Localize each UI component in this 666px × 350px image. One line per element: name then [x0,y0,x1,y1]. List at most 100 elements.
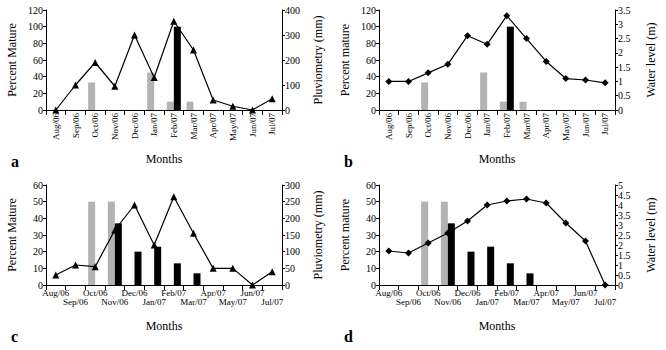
svg-text:May/07: May/07 [552,297,580,307]
svg-text:3.5: 3.5 [618,210,631,221]
svg-text:40: 40 [366,71,376,82]
svg-text:1.5: 1.5 [618,250,631,261]
svg-text:1.5: 1.5 [618,62,631,73]
svg-text:50: 50 [285,263,295,274]
svg-text:3: 3 [618,19,623,30]
svg-text:3.5: 3.5 [618,5,631,16]
svg-text:250: 250 [285,196,300,207]
svg-text:Water level (m): Water level (m) [644,198,658,273]
svg-text:80: 80 [366,38,376,49]
svg-text:Water level (m): Water level (m) [644,23,658,98]
svg-text:Oct/06: Oct/06 [90,113,100,138]
svg-text:Sep/06: Sep/06 [404,113,414,139]
svg-text:Aug/06: Aug/06 [384,113,394,141]
svg-text:Aug/06: Aug/06 [51,113,61,141]
svg-text:120: 120 [28,5,43,16]
svg-text:80: 80 [33,38,43,49]
svg-text:Jan/07: Jan/07 [149,113,159,137]
svg-text:1: 1 [618,260,623,271]
svg-text:0: 0 [285,105,290,116]
svg-text:Jul/07: Jul/07 [600,113,610,136]
svg-text:4: 4 [618,200,623,211]
svg-text:Months: Months [146,319,183,333]
svg-text:May/07: May/07 [219,297,247,307]
svg-text:Jun/07: Jun/07 [581,113,591,138]
svg-text:100: 100 [285,246,300,257]
svg-text:30: 30 [366,230,376,241]
svg-text:400: 400 [285,5,300,16]
svg-text:Jan/07: Jan/07 [482,113,492,137]
svg-text:Jan/07: Jan/07 [142,297,166,307]
svg-text:60: 60 [33,55,43,66]
svg-text:300: 300 [285,30,300,41]
svg-text:Percent Mature: Percent Mature [5,23,19,97]
svg-text:Pluviometry (mm): Pluviometry (mm) [311,191,325,280]
svg-text:200: 200 [285,213,300,224]
svg-text:2.5: 2.5 [618,230,631,241]
svg-text:Feb/07: Feb/07 [169,113,179,139]
svg-text:5: 5 [618,180,623,191]
svg-text:Mar/07: Mar/07 [522,113,532,140]
svg-text:Dec/06: Dec/06 [130,113,140,139]
svg-text:100: 100 [361,21,376,32]
svg-text:60: 60 [33,180,43,191]
svg-text:40: 40 [33,213,43,224]
svg-text:0.5: 0.5 [618,270,631,281]
svg-text:d: d [344,328,353,345]
svg-text:0: 0 [38,105,43,116]
svg-text:Nov/06: Nov/06 [443,113,453,141]
svg-text:Sep/06: Sep/06 [63,297,89,307]
svg-text:60: 60 [366,180,376,191]
svg-text:0: 0 [285,280,290,291]
svg-text:20: 20 [33,88,43,99]
svg-text:4.5: 4.5 [618,190,631,201]
svg-text:Sep/06: Sep/06 [71,113,81,139]
svg-text:300: 300 [285,180,300,191]
svg-text:0: 0 [371,105,376,116]
svg-text:2: 2 [618,240,623,251]
svg-text:20: 20 [366,88,376,99]
svg-text:20: 20 [366,246,376,257]
svg-text:200: 200 [285,55,300,66]
svg-text:Percent mature: Percent mature [338,24,352,96]
svg-text:60: 60 [366,55,376,66]
svg-text:Jan/07: Jan/07 [475,297,499,307]
svg-text:May/07: May/07 [228,113,238,141]
svg-text:0.5: 0.5 [618,90,631,101]
svg-text:30: 30 [33,230,43,241]
svg-text:Mar/07: Mar/07 [513,297,540,307]
svg-text:Oct/06: Oct/06 [423,113,433,138]
svg-text:100: 100 [28,21,43,32]
svg-text:Jul/07: Jul/07 [594,297,617,307]
svg-text:Feb/07: Feb/07 [502,113,512,139]
svg-text:1: 1 [618,76,623,87]
svg-text:50: 50 [33,196,43,207]
svg-text:120: 120 [361,5,376,16]
svg-text:Jun/07: Jun/07 [248,113,258,138]
svg-text:a: a [11,153,19,170]
svg-text:150: 150 [285,230,300,241]
svg-text:Percent mature: Percent mature [338,199,352,271]
svg-text:Jul/07: Jul/07 [261,297,284,307]
svg-text:Mar/07: Mar/07 [180,297,207,307]
svg-text:Sep/06: Sep/06 [396,297,422,307]
svg-text:May/07: May/07 [561,113,571,141]
svg-text:10: 10 [33,263,43,274]
svg-text:Nov/06: Nov/06 [101,297,129,307]
svg-text:50: 50 [366,196,376,207]
svg-text:2.5: 2.5 [618,33,631,44]
svg-text:Percent Mature: Percent Mature [5,198,19,272]
svg-text:3: 3 [618,220,623,231]
svg-text:40: 40 [366,213,376,224]
svg-text:Dec/06: Dec/06 [463,113,473,139]
svg-text:40: 40 [33,71,43,82]
svg-text:Pluviometry (mm): Pluviometry (mm) [311,16,325,105]
svg-text:Mar/07: Mar/07 [189,113,199,140]
svg-text:Jul/07: Jul/07 [267,113,277,136]
svg-text:10: 10 [366,263,376,274]
svg-text:Apr/07: Apr/07 [541,113,551,139]
svg-text:Months: Months [479,152,516,166]
svg-text:Nov/06: Nov/06 [110,113,120,141]
svg-text:Apr/07: Apr/07 [208,113,218,139]
svg-text:0: 0 [618,105,623,116]
